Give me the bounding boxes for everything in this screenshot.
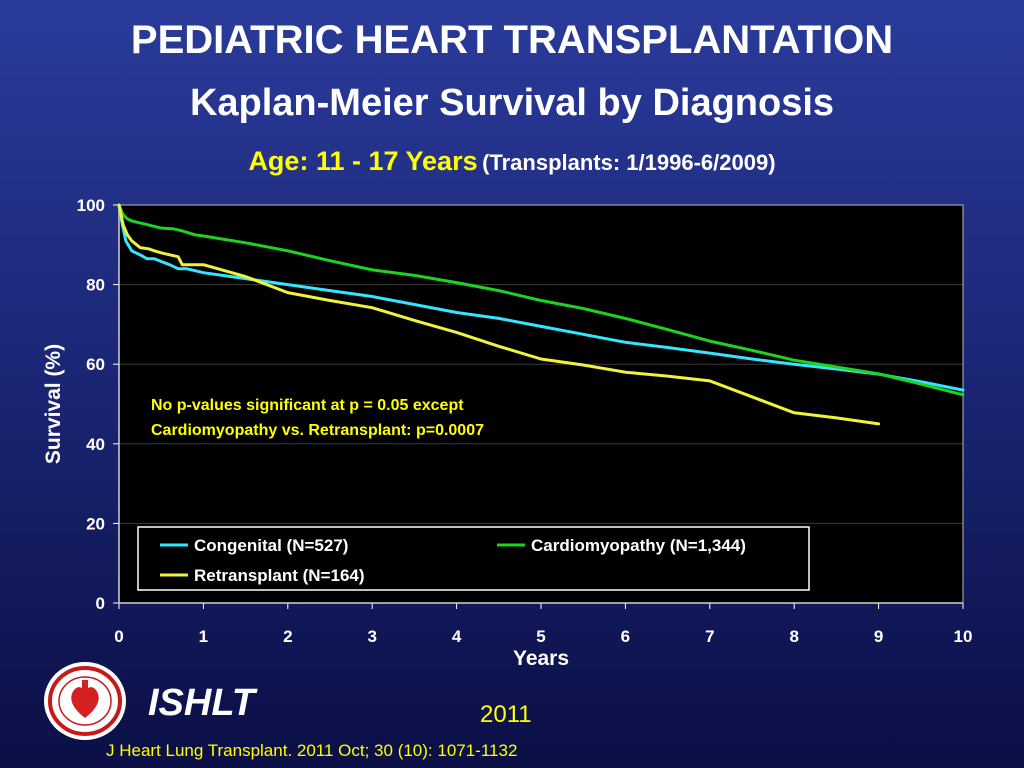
annotation: No p-values significant at p = 0.05 exce… xyxy=(151,397,484,439)
x-tick-label: 8 xyxy=(789,627,798,646)
page-subtitle: Kaplan-Meier Survival by Diagnosis xyxy=(189,82,835,124)
legend-label: Congenital (N=527) xyxy=(194,536,348,555)
legend-box xyxy=(137,526,810,591)
series-line xyxy=(117,203,965,397)
x-tick-label: 0 xyxy=(114,627,123,646)
page-title: PEDIATRIC HEART TRANSPLANTATION xyxy=(130,18,894,62)
x-tick-label: 4 xyxy=(452,627,462,646)
y-tick-label: 100 xyxy=(77,196,105,215)
cohort-subtitle: Age: 11 - 17 Years (Transplants: 1/1996-… xyxy=(0,146,1024,177)
legend-label: Retransplant (N=164) xyxy=(194,566,365,585)
x-tick-label: 5 xyxy=(536,627,545,646)
x-tick-label: 10 xyxy=(954,627,973,646)
legend-label: Cardiomyopathy (N=1,344) xyxy=(531,536,746,555)
x-tick-label: 9 xyxy=(874,627,883,646)
report-year: 2011 xyxy=(480,701,532,728)
ishlt-label: ISHLT xyxy=(148,682,255,724)
x-tick-label: 7 xyxy=(705,627,714,646)
series-lines xyxy=(117,203,965,426)
ishlt-logo xyxy=(44,662,126,740)
x-tick-label: 1 xyxy=(199,627,208,646)
y-tick-label: 0 xyxy=(96,594,105,613)
y-tick-label: 40 xyxy=(86,435,105,454)
x-tick-label: 2 xyxy=(283,627,292,646)
series-line xyxy=(117,203,965,392)
y-axis-label: Survival (%) xyxy=(42,344,65,464)
y-tick-label: 20 xyxy=(86,514,105,533)
period-label: (Transplants: 1/1996-6/2009) xyxy=(482,150,776,175)
age-label: Age: 11 - 17 Years xyxy=(248,146,478,176)
citation: J Heart Lung Transplant. 2011 Oct; 30 (1… xyxy=(106,741,518,760)
annotation-line: No p-values significant at p = 0.05 exce… xyxy=(151,397,464,414)
annotation-line: Cardiomyopathy vs. Retransplant: p=0.000… xyxy=(151,422,484,439)
x-axis-label: Years xyxy=(513,647,569,670)
y-tick-label: 80 xyxy=(86,276,105,295)
y-tick-label: 60 xyxy=(86,355,105,374)
x-tick-label: 6 xyxy=(621,627,630,646)
legend: Congenital (N=527) Cardiomyopathy (N=1,34… xyxy=(137,526,810,591)
x-tick-label: 3 xyxy=(367,627,376,646)
series-line xyxy=(117,203,881,426)
axes: 0 20 40 60 80 100 0 1 2 3 4 5 6 7 8 9 10 Years Survival (%… xyxy=(42,196,972,670)
plot-border xyxy=(118,204,964,604)
